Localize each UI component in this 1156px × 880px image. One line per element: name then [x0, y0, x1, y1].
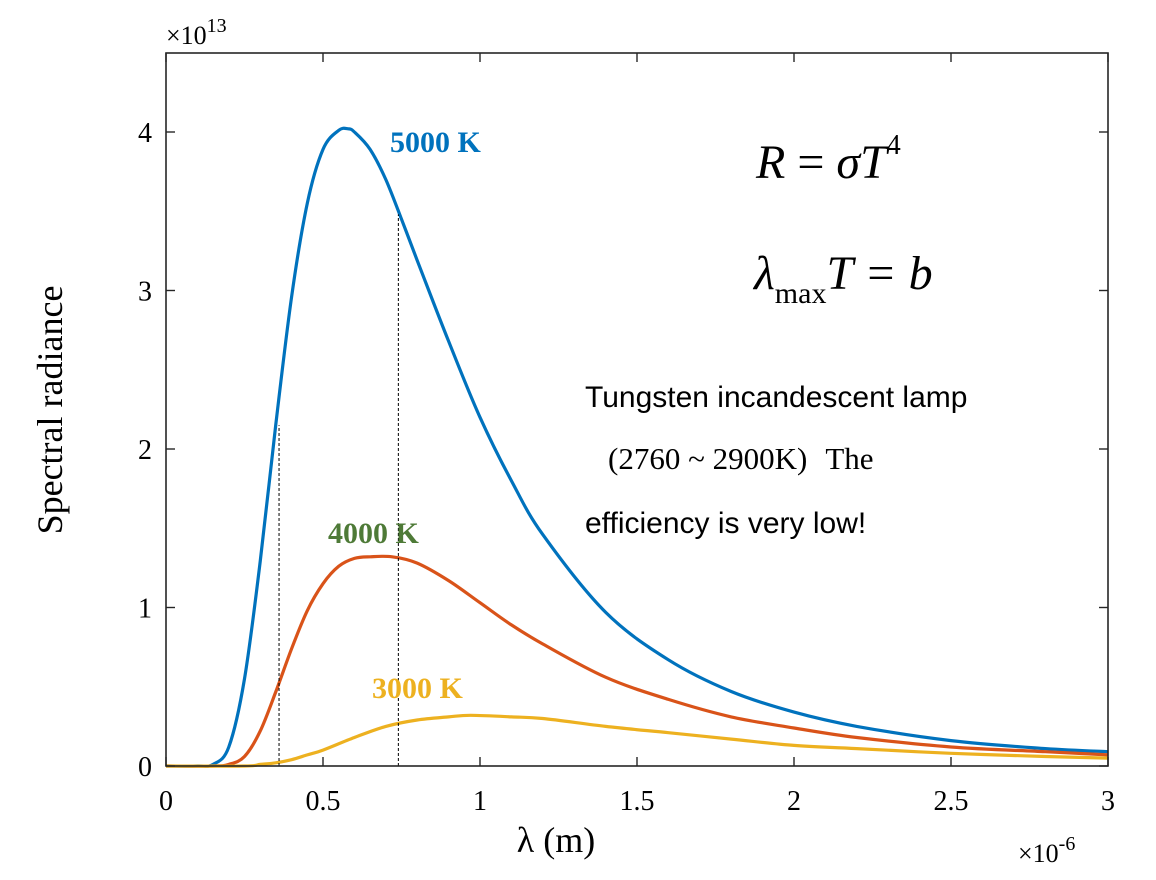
y-ticks: 0 1 2 3 4: [138, 118, 1108, 783]
y-tick-label: 3: [138, 277, 152, 308]
y-tick-label: 1: [138, 594, 152, 625]
reference-lines-layer: [278, 214, 399, 766]
y-multiplier-exponent: 13: [207, 15, 227, 37]
y-axis-title: Spectral radiance: [30, 286, 70, 535]
series-label-3000k: 3000 K: [372, 672, 464, 705]
y-tick-label: 0: [138, 752, 152, 783]
x-tick-label: 1.5: [620, 786, 655, 817]
series-line-5000k: [165, 126, 1109, 768]
x-multiplier-exponent: -6: [1059, 833, 1076, 855]
x-tick-label: 3: [1101, 786, 1115, 817]
note-line-1: Tungsten incandescent lamp: [585, 381, 967, 414]
note-line-2: (2760 ~ 2900K) The: [608, 441, 874, 476]
series-label-4000k: 4000 K: [328, 517, 420, 550]
formula-wien: λmaxT = b: [752, 247, 933, 310]
formula-stefan-boltzmann: R = σT4: [755, 130, 901, 189]
x-multiplier: ×10-6: [1018, 833, 1075, 868]
x-tick-label: 0: [159, 786, 173, 817]
x-ticks: 0 0.5 1 1.5 2 2.5 3: [159, 53, 1115, 817]
note-line-2-range: (2760 ~ 2900K): [608, 441, 807, 476]
y-multiplier: ×1013: [166, 15, 227, 50]
note-line-3: efficiency is very low!: [585, 507, 866, 540]
curves-layer: [165, 126, 1109, 768]
note-line-2-end: The: [825, 441, 873, 476]
series-line-3000k: [165, 713, 1109, 768]
series-label-5000k: 5000 K: [390, 126, 482, 159]
x-tick-label: 2: [787, 786, 801, 817]
y-tick-label: 4: [138, 118, 152, 149]
x-tick-label: 0.5: [306, 786, 341, 817]
y-tick-label: 2: [138, 435, 152, 466]
series-line-4000k: [165, 554, 1109, 768]
x-tick-label: 1: [473, 786, 487, 817]
x-axis-title: λ (m): [517, 820, 595, 860]
x-tick-label: 2.5: [934, 786, 969, 817]
